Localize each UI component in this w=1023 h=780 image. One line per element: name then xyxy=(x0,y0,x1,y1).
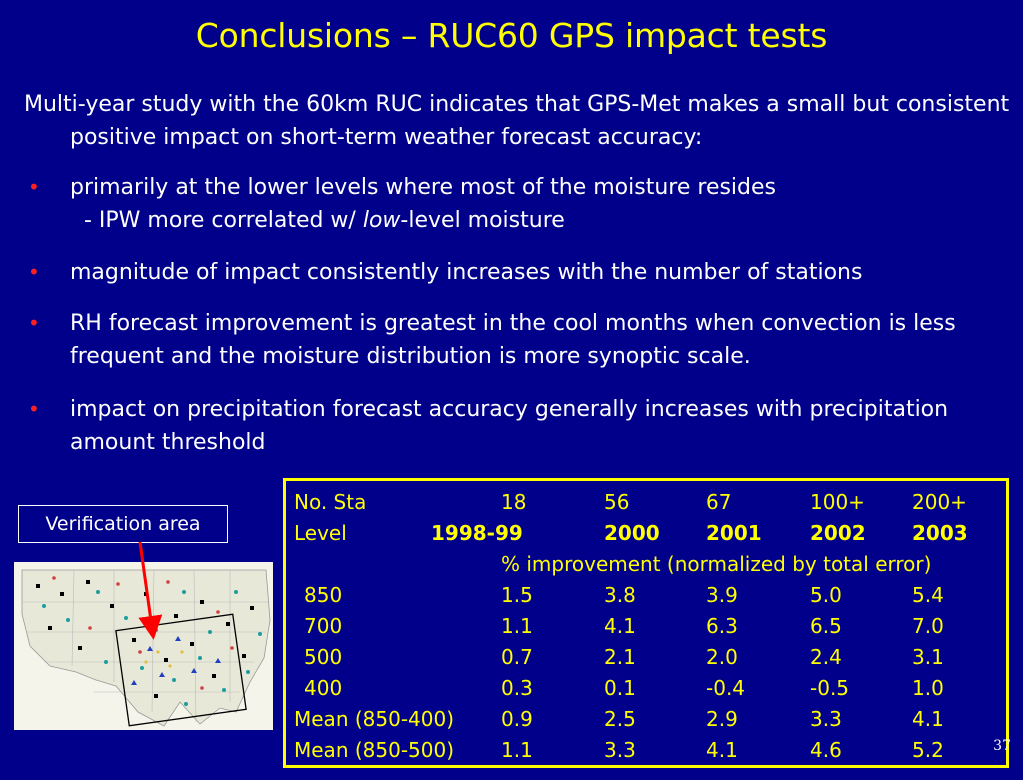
table-cell: 67 xyxy=(706,490,732,514)
table-row: 850 1.5 3.8 3.9 5.0 5.4 xyxy=(286,580,1006,611)
table-cell: Level xyxy=(294,521,347,545)
table-cell: 2001 xyxy=(706,521,762,545)
table-cell: 3.1 xyxy=(912,645,944,669)
table-cell: 400 xyxy=(304,676,343,700)
impact-table: No. Sta 18 56 67 100+ 200+ Level 1998-99… xyxy=(283,478,1009,768)
table-cell: Mean (850-400) xyxy=(294,707,455,731)
table-cell: 6.3 xyxy=(706,614,738,638)
page-number: 37 xyxy=(993,738,1011,754)
subpoint-italic: low xyxy=(362,208,401,233)
bullet-item-lower-levels: • primarily at the lower levels where mo… xyxy=(24,171,994,237)
subpoint-prefix: - IPW more correlated w/ xyxy=(84,208,363,233)
bullet-text: magnitude of impact consistently increas… xyxy=(70,260,863,285)
table-cell: 5.4 xyxy=(912,583,944,607)
table-cell: 7.0 xyxy=(912,614,944,638)
table-cell: 4.1 xyxy=(604,614,636,638)
verification-area-label: Verification area xyxy=(18,505,228,543)
table-row: 700 1.1 4.1 6.3 6.5 7.0 xyxy=(286,611,1006,642)
table-cell: Mean (850-500) xyxy=(294,738,455,762)
table-cell: 0.1 xyxy=(604,676,636,700)
table-cell: 3.3 xyxy=(810,707,842,731)
table-row: Mean (850-400) 0.9 2.5 2.9 3.3 4.1 xyxy=(286,704,1006,735)
us-station-map xyxy=(14,562,273,730)
table-cell: 200+ xyxy=(912,490,967,514)
table-cell: 0.3 xyxy=(501,676,533,700)
table-cell: 2.4 xyxy=(810,645,842,669)
table-cell: 2000 xyxy=(604,521,660,545)
bullet-subpoint: - IPW more correlated w/ low-level moist… xyxy=(70,204,994,237)
bullet-dot-icon: • xyxy=(28,311,40,335)
table-cell: -0.5 xyxy=(810,676,850,700)
bullet-dot-icon: • xyxy=(28,260,40,284)
table-cell: 5.2 xyxy=(912,738,944,762)
bullet-item-precipitation: • impact on precipitation forecast accur… xyxy=(24,393,994,459)
table-row: 400 0.3 0.1 -0.4 -0.5 1.0 xyxy=(286,673,1006,704)
bullet-item-magnitude: • magnitude of impact consistently incre… xyxy=(24,256,994,289)
table-cell: 700 xyxy=(304,614,343,638)
table-cell: 1.5 xyxy=(501,583,533,607)
table-cell: 500 xyxy=(304,645,343,669)
table-cell: 56 xyxy=(604,490,630,514)
table-cell: -0.4 xyxy=(706,676,746,700)
table-row-stations: No. Sta 18 56 67 100+ 200+ xyxy=(286,487,1006,518)
intro-paragraph: Multi-year study with the 60km RUC indic… xyxy=(24,92,1010,150)
bullet-item-rh-forecast: • RH forecast improvement is greatest in… xyxy=(24,307,994,373)
table-cell: 4.6 xyxy=(810,738,842,762)
table-cell: 0.9 xyxy=(501,707,533,731)
table-cell: 3.8 xyxy=(604,583,636,607)
table-row-years: Level 1998-99 2000 2001 2002 2003 xyxy=(286,518,1006,549)
table-cell: 3.9 xyxy=(706,583,738,607)
table-cell: 2.1 xyxy=(604,645,636,669)
improvement-note: % improvement (normalized by total error… xyxy=(501,552,932,576)
table-cell: 3.3 xyxy=(604,738,636,762)
table-cell: 5.0 xyxy=(810,583,842,607)
table-cell: No. Sta xyxy=(294,490,367,514)
table-cell: 0.7 xyxy=(501,645,533,669)
bullet-text: primarily at the lower levels where most… xyxy=(70,175,777,200)
table-cell: 1.0 xyxy=(912,676,944,700)
bullet-dot-icon: • xyxy=(28,175,40,199)
table-cell: 850 xyxy=(304,583,343,607)
table-cell: 6.5 xyxy=(810,614,842,638)
table-cell: 2002 xyxy=(810,521,866,545)
table-row: 500 0.7 2.1 2.0 2.4 3.1 xyxy=(286,642,1006,673)
bullet-text: RH forecast improvement is greatest in t… xyxy=(70,311,956,369)
table-row: Mean (850-500) 1.1 3.3 4.1 4.6 5.2 xyxy=(286,735,1006,766)
bullet-dot-icon: • xyxy=(28,397,40,421)
table-cell: 2003 xyxy=(912,521,968,545)
table-row-note: % improvement (normalized by total error… xyxy=(286,549,1006,580)
table-cell: 1.1 xyxy=(501,738,533,762)
subpoint-suffix: -level moisture xyxy=(400,208,565,233)
table-cell: 2.5 xyxy=(604,707,636,731)
table-cell: 1.1 xyxy=(501,614,533,638)
table-cell: 2.0 xyxy=(706,645,738,669)
bullet-text: impact on precipitation forecast accurac… xyxy=(70,397,949,455)
table-cell: 4.1 xyxy=(706,738,738,762)
table-cell: 100+ xyxy=(810,490,865,514)
slide-title: Conclusions – RUC60 GPS impact tests xyxy=(195,16,828,55)
table-cell: 2.9 xyxy=(706,707,738,731)
table-cell: 18 xyxy=(501,490,527,514)
table-cell: 1998-99 xyxy=(431,521,523,545)
table-cell: 4.1 xyxy=(912,707,944,731)
